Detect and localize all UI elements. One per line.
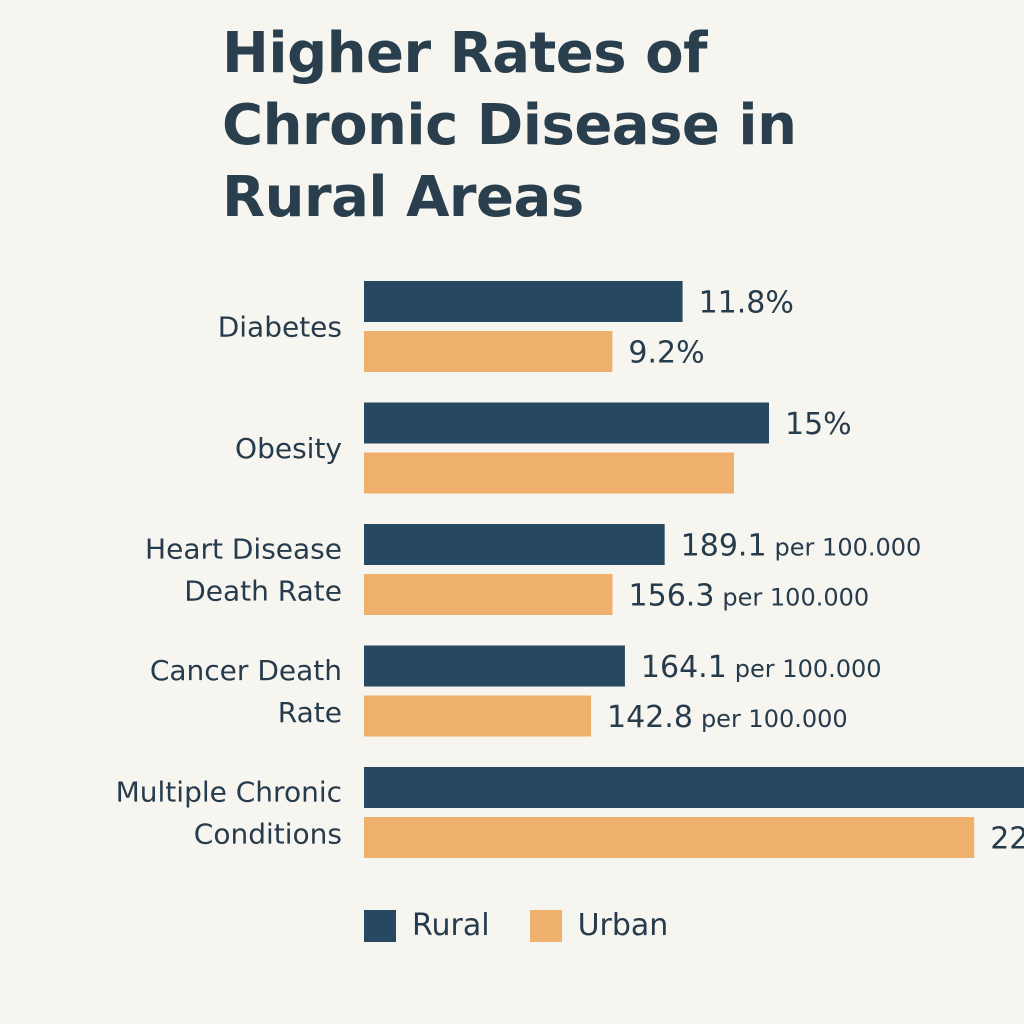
value-label-urban: 142.8 per 100.000 [607, 700, 848, 735]
bar-rural [364, 281, 683, 322]
value-number: 15% [785, 407, 852, 442]
legend-label-rural: Rural [412, 908, 490, 943]
bar-rural [364, 767, 1024, 808]
value-unit: per 100.000 [701, 705, 848, 733]
value-label-urban: 22.6% [990, 822, 1024, 857]
title-line-3: Rural Areas [222, 165, 584, 230]
legend-item-rural: Rural [364, 908, 490, 943]
category-label: Diabetes [218, 311, 342, 344]
value-label-rural: 15% [785, 407, 852, 442]
bar-urban [364, 695, 592, 737]
title-line-2: Chronic Disease in [222, 93, 797, 158]
value-number: 164.1 [641, 650, 727, 685]
legend-item-urban: Urban [529, 908, 669, 943]
legend-swatch-urban [529, 909, 562, 942]
category-label: Conditions [194, 818, 342, 851]
category-label: Heart Disease [145, 533, 342, 566]
value-number: 142.8 [607, 700, 693, 735]
value-number: 156.3 [629, 579, 715, 614]
bar-rural [364, 645, 625, 687]
value-label-rural: 189.1 per 100.000 [681, 529, 922, 564]
bar-urban [364, 574, 613, 615]
value-label-rural: 164.1 per 100.000 [641, 650, 882, 685]
category-label: Obesity [235, 432, 342, 465]
page-title: Higher Rates of Chronic Disease in Rural… [222, 18, 922, 234]
value-unit: per 100.000 [775, 534, 922, 562]
value-number: 22.6% [990, 822, 1024, 857]
bar-urban [364, 331, 613, 372]
value-number: 11.8% [699, 286, 794, 321]
category-label: Rate [278, 696, 342, 729]
legend-swatch-rural [364, 909, 396, 942]
value-label-urban: 156.3 per 100.000 [629, 579, 870, 614]
bar-urban [364, 817, 975, 858]
title-line-1: Higher Rates of [222, 21, 707, 86]
value-number: 189.1 [681, 529, 767, 564]
value-label-rural: 11.8% [699, 286, 794, 321]
value-unit: per 100.000 [722, 584, 869, 612]
category-label: Death Rate [184, 575, 342, 608]
value-unit: per 100.000 [735, 655, 882, 683]
bar-rural [364, 402, 769, 444]
legend: Rural Urban [364, 908, 708, 943]
value-number: 9.2% [628, 336, 704, 371]
category-label: Multiple Chronic [116, 776, 342, 809]
category-label: Cancer Death [150, 654, 342, 687]
value-label-urban: 9.2% [628, 336, 704, 371]
bar-rural [364, 524, 665, 565]
bar-urban [364, 452, 734, 494]
legend-label-urban: Urban [577, 908, 669, 943]
